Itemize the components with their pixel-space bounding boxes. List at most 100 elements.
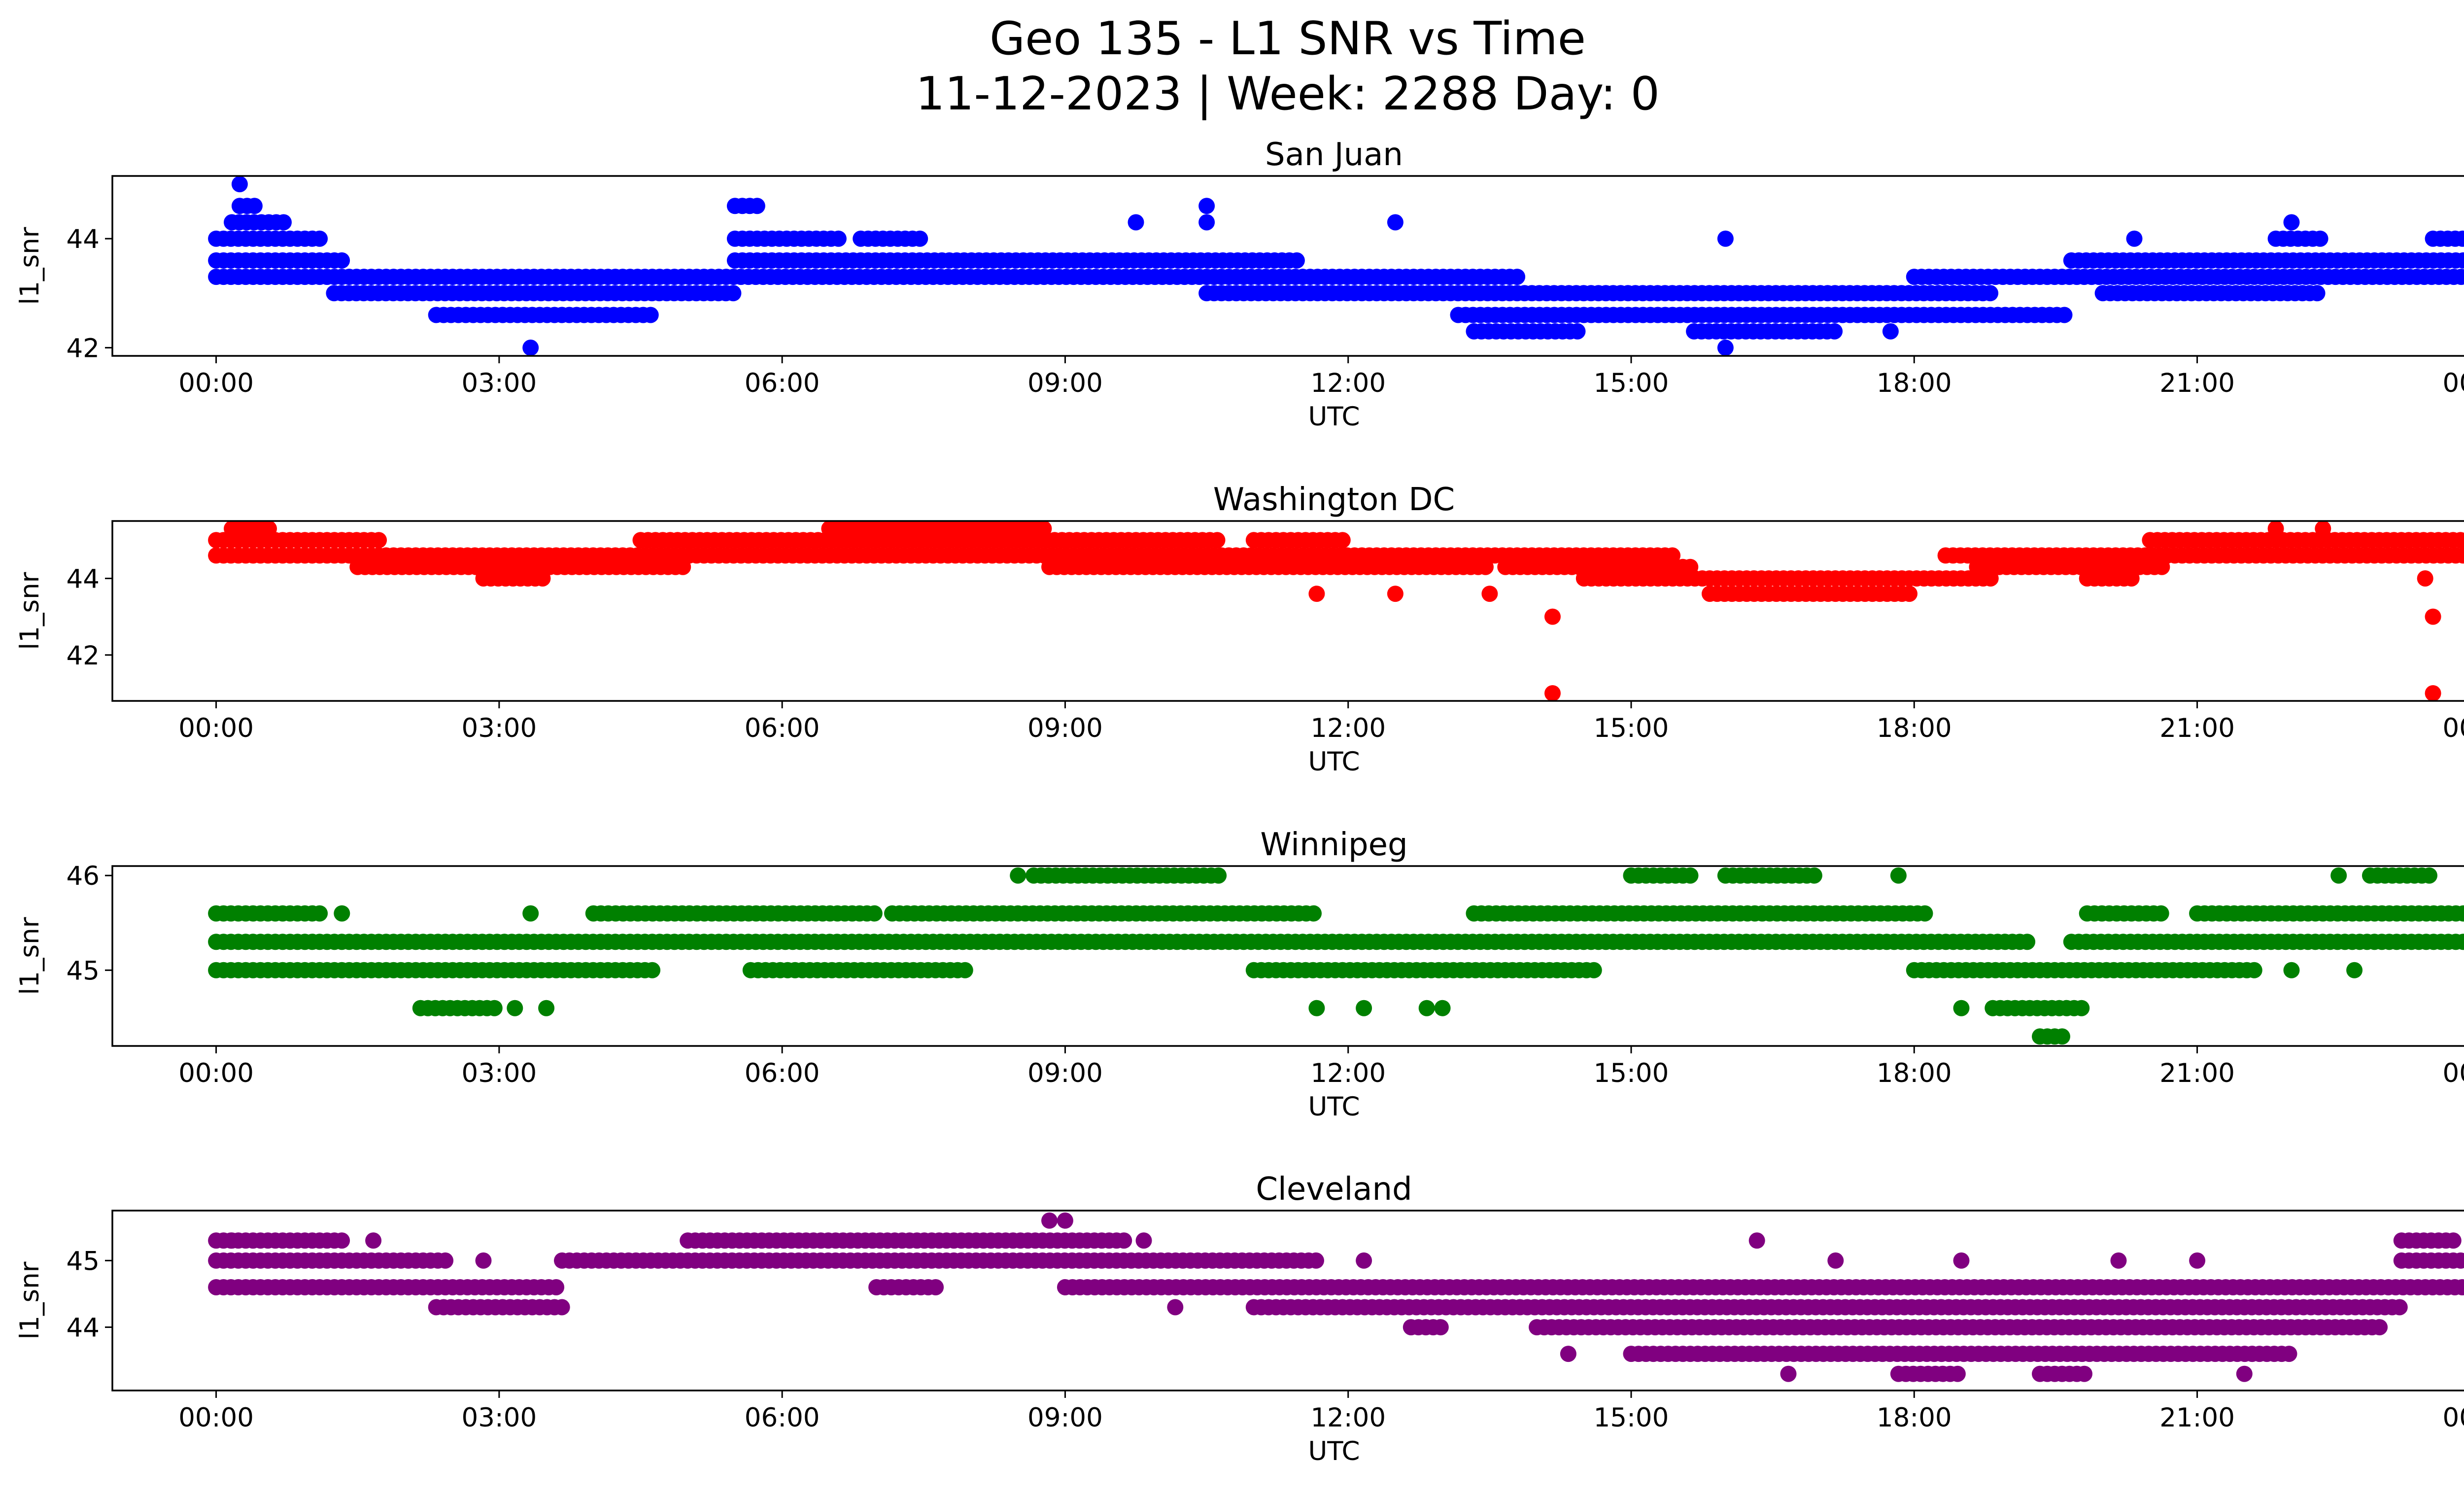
x-axis-label: UTC: [1308, 402, 1360, 432]
axes-frame: [111, 1210, 2464, 1391]
subplot-title: San Juan: [1265, 137, 1403, 173]
data-point: [2309, 285, 2326, 302]
data-point: [1953, 1000, 1970, 1016]
data-point: [1308, 1252, 1324, 1269]
data-point: [2391, 1299, 2408, 1316]
data-point: [2454, 1279, 2464, 1295]
data-point: [1135, 1232, 1152, 1249]
x-tick-label: 03:00: [461, 713, 537, 743]
data-point: [2153, 905, 2169, 922]
axes-frame: [111, 865, 2464, 1047]
x-axis-label: UTC: [1308, 1092, 1360, 1122]
data-point: [2189, 1252, 2206, 1269]
data-point: [1481, 586, 1498, 602]
data-point: [2455, 252, 2464, 269]
data-point: [246, 198, 263, 214]
x-tick-label: 15:00: [1594, 1403, 1669, 1433]
data-point: [927, 1279, 944, 1295]
data-point: [1356, 1000, 1372, 1016]
subplot-4: Cleveland 00:00 03:00 06:00 09:00 12:00 15:00 1…: [15, 1171, 2464, 1466]
data-point: [1334, 532, 1351, 549]
x-tick-label: 00:00: [178, 1403, 254, 1433]
x-tick-label: 15:00: [1594, 713, 1669, 743]
x-tick-label: 15:00: [1594, 1058, 1669, 1088]
data-point: [1882, 323, 1899, 340]
data-point: [2462, 937, 2464, 947]
data-point: [437, 1252, 454, 1269]
data-point: [1806, 867, 1822, 884]
data-point: [2425, 685, 2441, 701]
x-tick-label: 00:00: [2442, 1058, 2464, 1088]
y-axis-label: l1_snr: [15, 917, 45, 995]
x-tick-label: 18:00: [1877, 713, 1952, 743]
data-point: [1949, 1365, 1966, 1382]
data-point: [2460, 533, 2464, 548]
subplot-2: Washington DC 00:00 03:00 06:00 09:00 12:00 15…: [15, 482, 2464, 777]
data-point: [231, 176, 248, 193]
data-point: [1308, 1000, 1325, 1016]
x-tick-label: 00:00: [178, 368, 254, 398]
data-point: [2054, 1028, 2070, 1045]
series-markers: [208, 521, 2464, 701]
x-axis-label: UTC: [1308, 747, 1360, 777]
series-markers: [208, 1212, 2464, 1382]
x-tick-label: 12:00: [1310, 1058, 1386, 1088]
data-point: [1432, 1319, 1449, 1336]
data-point: [1387, 586, 1403, 602]
data-point: [2461, 1281, 2464, 1293]
x-tick-label: 00:00: [2442, 368, 2464, 398]
data-point: [1826, 323, 1843, 340]
x-tick-label: 18:00: [1877, 1058, 1952, 1088]
data-point: [2462, 233, 2464, 244]
y-tick-label: 46: [67, 861, 100, 891]
data-point: [538, 1000, 555, 1016]
data-point: [1288, 252, 1305, 269]
subplots: San Juan 00:00 03:00 06:00 09:00 12:00 15:00 18…: [15, 137, 2464, 1466]
data-point: [1356, 1252, 1372, 1269]
data-point: [2455, 934, 2464, 950]
x-tick-label: 00:00: [178, 713, 254, 743]
y-tick-label: 45: [67, 1246, 100, 1276]
x-tick-label: 12:00: [1310, 713, 1386, 743]
series-markers: [208, 867, 2464, 1045]
data-point: [1128, 214, 1144, 231]
data-point: [2154, 558, 2170, 575]
data-point: [1560, 1346, 1576, 1362]
x-tick-label: 06:00: [745, 713, 820, 743]
data-point: [1041, 1212, 1058, 1229]
data-point: [224, 1232, 240, 1249]
data-point: [1209, 532, 1226, 549]
x-tick-label: 09:00: [1027, 1058, 1103, 1088]
data-point: [1116, 1232, 1132, 1249]
data-point: [2462, 255, 2464, 266]
data-point: [2110, 1252, 2127, 1269]
data-point: [2455, 547, 2464, 564]
y-axis-label: l1_snr: [15, 1261, 45, 1339]
data-point: [2346, 962, 2363, 978]
data-point: [2283, 214, 2300, 231]
y-axis-label: l1_snr: [15, 572, 45, 650]
data-point: [2283, 962, 2300, 978]
subplot-title: Washington DC: [1213, 482, 1455, 518]
data-point: [2123, 570, 2140, 587]
figure-title-line-2: 11-12-2023 | Week: 2288 Day: 0: [916, 67, 1660, 120]
data-point: [1717, 339, 1734, 356]
y-tick-label: 45: [67, 956, 100, 986]
data-point: [261, 521, 277, 537]
x-tick-label: 06:00: [745, 1058, 820, 1088]
data-point: [1477, 558, 1494, 575]
data-point: [2019, 934, 2036, 950]
data-point: [522, 905, 539, 922]
data-point: [725, 285, 742, 302]
x-tick-label: 03:00: [461, 1058, 537, 1088]
data-point: [2460, 270, 2464, 284]
data-point: [2371, 1319, 2388, 1336]
data-point: [1780, 1365, 1797, 1382]
x-axis-label: UTC: [1308, 1436, 1360, 1466]
data-point: [644, 962, 661, 978]
y-tick-label: 42: [67, 333, 100, 363]
x-tick-label: 12:00: [1310, 1403, 1386, 1433]
data-point: [1569, 323, 1586, 340]
x-tick-label: 03:00: [461, 1403, 537, 1433]
data-point: [2425, 608, 2441, 625]
